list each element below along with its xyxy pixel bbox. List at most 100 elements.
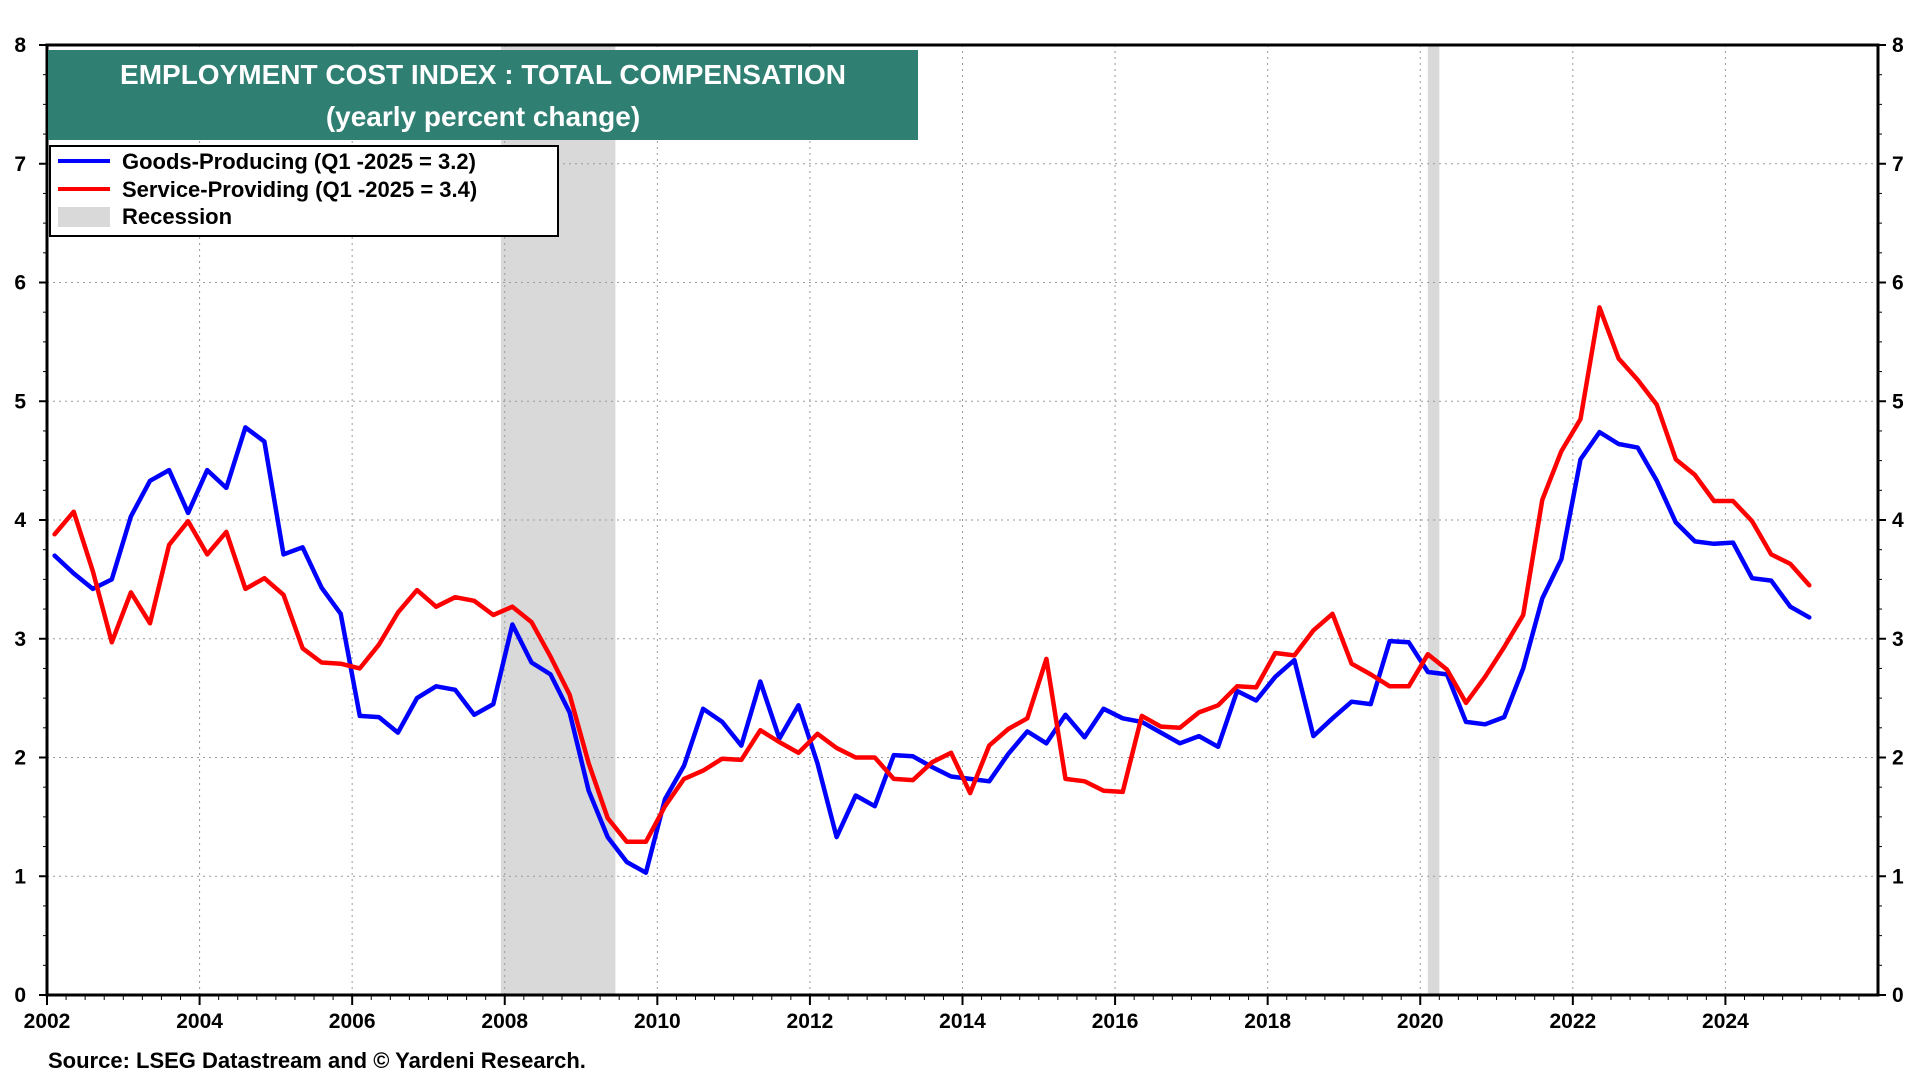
data-point-goods-producing — [1407, 640, 1411, 644]
data-point-service-providing — [1540, 498, 1544, 502]
data-point-goods-producing — [1750, 576, 1754, 580]
data-point-goods-producing — [1197, 734, 1201, 738]
data-point-goods-producing — [167, 468, 171, 472]
data-point-service-providing — [949, 751, 953, 755]
data-point-service-providing — [1788, 562, 1792, 566]
data-point-goods-producing — [568, 710, 572, 714]
y-tick-label-left: 3 — [14, 628, 26, 651]
data-point-service-providing — [262, 576, 266, 580]
y-tick-label-left: 6 — [14, 272, 26, 295]
data-point-goods-producing — [91, 587, 95, 591]
data-point-goods-producing — [1292, 658, 1296, 662]
data-point-goods-producing — [1311, 734, 1315, 738]
data-point-goods-producing — [1102, 707, 1106, 711]
data-point-goods-producing — [1788, 605, 1792, 609]
data-point-goods-producing — [1388, 639, 1392, 643]
data-point-goods-producing — [129, 514, 133, 518]
data-point-service-providing — [472, 599, 476, 603]
x-tick-label: 2004 — [176, 1010, 223, 1033]
data-point-goods-producing — [491, 702, 495, 706]
data-point-goods-producing — [587, 789, 591, 793]
x-tick-label: 2014 — [939, 1010, 986, 1033]
data-point-service-providing — [1445, 668, 1449, 672]
data-point-goods-producing — [1350, 700, 1354, 704]
data-point-service-providing — [148, 621, 152, 625]
data-point-goods-producing — [606, 835, 610, 839]
data-point-service-providing — [243, 587, 247, 591]
x-tick-label: 2002 — [24, 1010, 71, 1033]
data-point-goods-producing — [1712, 542, 1716, 546]
data-point-service-providing — [339, 662, 343, 666]
data-point-goods-producing — [816, 761, 820, 765]
data-point-goods-producing — [1121, 716, 1125, 720]
axis-ticks: 0 0 1 1 2 2 3 3 4 4 5 5 6 6 7 7 8 8 2002 2004 2006 2008 2010 20… — [14, 34, 1904, 1033]
data-point-service-providing — [1598, 305, 1602, 309]
data-point-service-providing — [1426, 652, 1430, 656]
y-tick-label-right: 6 — [1892, 272, 1904, 295]
y-tick-label-right: 3 — [1892, 628, 1904, 651]
x-tick-label: 2020 — [1397, 1010, 1444, 1033]
data-point-goods-producing — [968, 777, 972, 781]
chart-title: EMPLOYMENT COST INDEX : TOTAL COMPENSATI… — [120, 59, 846, 90]
data-point-service-providing — [568, 693, 572, 697]
data-point-goods-producing — [377, 715, 381, 719]
data-point-goods-producing — [1559, 557, 1563, 561]
series-points-goods-producing — [53, 425, 1812, 874]
data-point-service-providing — [301, 646, 305, 650]
data-point-goods-producing — [434, 684, 438, 688]
data-point-goods-producing — [110, 577, 114, 581]
data-point-service-providing — [1159, 725, 1163, 729]
legend-label-goods: Goods-Producing (Q1 -2025 = 3.2) — [122, 149, 476, 174]
data-point-service-providing — [587, 761, 591, 765]
x-tick-label: 2006 — [329, 1010, 376, 1033]
data-point-goods-producing — [1006, 752, 1010, 756]
gridlines — [47, 45, 1878, 995]
data-point-service-providing — [1044, 657, 1048, 661]
data-point-goods-producing — [1178, 741, 1182, 745]
data-point-goods-producing — [243, 425, 247, 429]
legend-box — [49, 145, 559, 237]
data-point-service-providing — [358, 666, 362, 670]
data-point-goods-producing — [758, 680, 762, 684]
data-point-service-providing — [167, 543, 171, 547]
x-tick-label: 2012 — [787, 1010, 834, 1033]
data-point-service-providing — [282, 593, 286, 597]
y-tick-label-left: 0 — [14, 984, 26, 1007]
data-point-service-providing — [1311, 628, 1315, 632]
data-point-service-providing — [549, 655, 553, 659]
data-point-goods-producing — [1578, 457, 1582, 461]
data-point-goods-producing — [53, 554, 57, 558]
data-point-service-providing — [968, 791, 972, 795]
title-box — [48, 50, 918, 140]
data-point-service-providing — [1407, 684, 1411, 688]
data-point-goods-producing — [949, 775, 953, 779]
legend-label-recession: Recession — [122, 204, 232, 229]
legend: Goods-Producing (Q1 -2025 = 3.2) Service… — [49, 145, 559, 237]
data-point-goods-producing — [1063, 713, 1067, 717]
data-point-service-providing — [739, 758, 743, 762]
data-point-service-providing — [1273, 651, 1277, 655]
data-point-service-providing — [1636, 378, 1640, 382]
data-point-goods-producing — [1025, 729, 1029, 733]
data-point-goods-producing — [1044, 741, 1048, 745]
data-point-goods-producing — [205, 468, 209, 472]
data-point-service-providing — [701, 769, 705, 773]
data-point-service-providing — [91, 569, 95, 573]
data-point-service-providing — [663, 804, 667, 808]
y-tick-label-right: 0 — [1892, 984, 1904, 1007]
data-point-goods-producing — [1273, 675, 1277, 679]
data-point-goods-producing — [644, 871, 648, 875]
data-point-goods-producing — [1254, 699, 1258, 703]
data-point-goods-producing — [415, 696, 419, 700]
legend-swatch-recession — [58, 207, 110, 227]
data-point-service-providing — [1750, 519, 1754, 523]
data-point-goods-producing — [282, 552, 286, 556]
data-point-service-providing — [892, 777, 896, 781]
data-point-goods-producing — [796, 703, 800, 707]
series-line-service-providing — [52, 305, 1812, 845]
data-point-goods-producing — [1731, 541, 1735, 545]
data-point-service-providing — [415, 588, 419, 592]
data-point-service-providing — [224, 530, 228, 534]
data-point-service-providing — [1807, 583, 1811, 587]
data-point-service-providing — [930, 760, 934, 764]
